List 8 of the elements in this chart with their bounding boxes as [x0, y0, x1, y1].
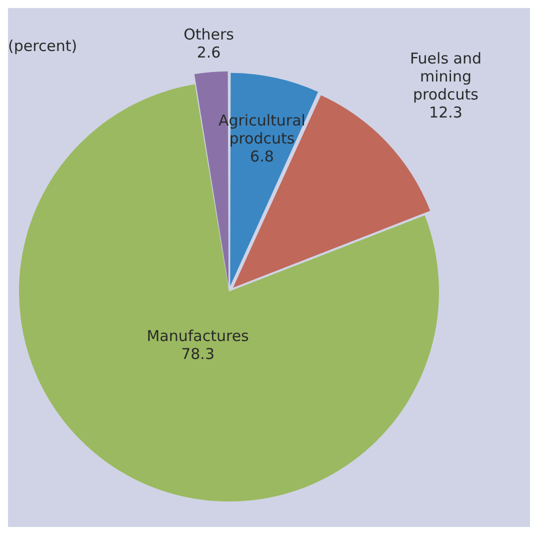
text: (percent)	[8, 36, 78, 55]
data-label: 78.3	[181, 345, 214, 364]
data-label: 2.6	[196, 43, 221, 62]
slice-label: Others	[184, 25, 234, 44]
data-label: 6.8	[250, 148, 274, 166]
slice-label: Manufactures	[146, 327, 250, 346]
slice-label: Fuels and mining prodcuts	[410, 50, 482, 104]
data-label: 12.3	[429, 104, 462, 122]
